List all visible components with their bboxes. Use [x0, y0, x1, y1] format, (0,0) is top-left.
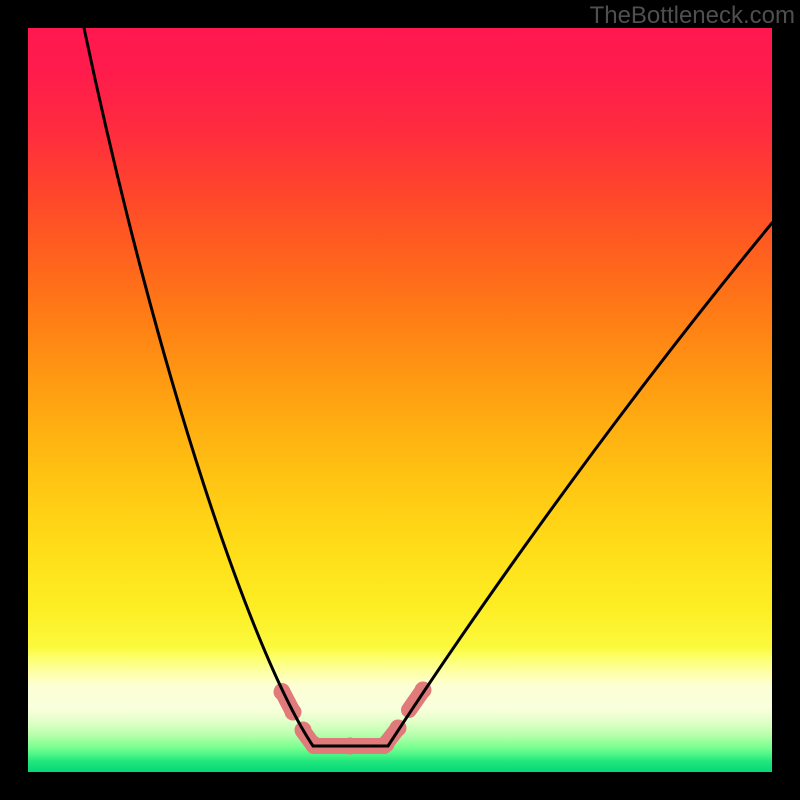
watermark-text: TheBottleneck.com — [590, 2, 795, 30]
gradient-background — [28, 28, 772, 772]
chart-stage: TheBottleneck.com — [0, 0, 800, 800]
bottleneck-chart — [28, 28, 772, 772]
